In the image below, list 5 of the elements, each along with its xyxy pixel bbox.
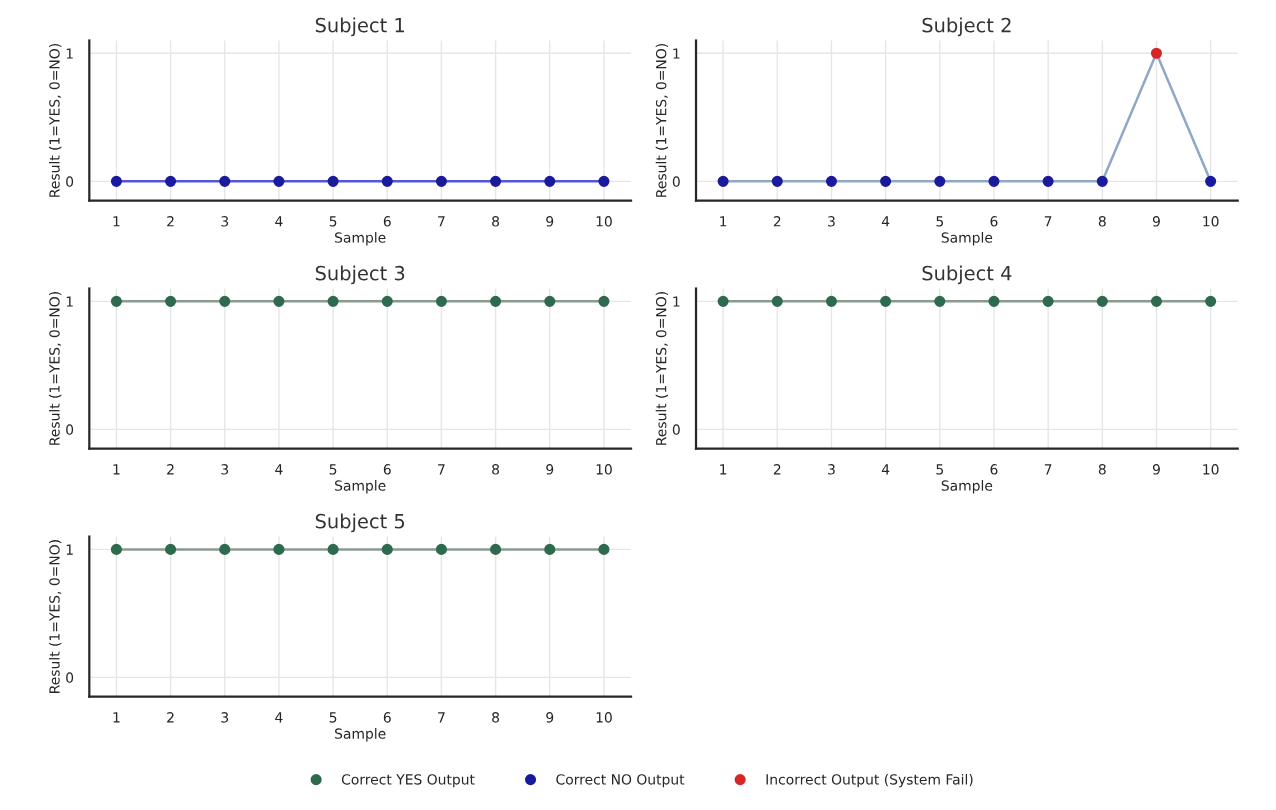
chart-title: Subject 4 [922,265,1012,285]
chart-title: Subject 1 [315,17,404,37]
chart-title: Subject 2 [922,17,1011,37]
chart-title: Subject 3 [315,265,405,285]
chart-title: Subject 5 [315,513,405,533]
